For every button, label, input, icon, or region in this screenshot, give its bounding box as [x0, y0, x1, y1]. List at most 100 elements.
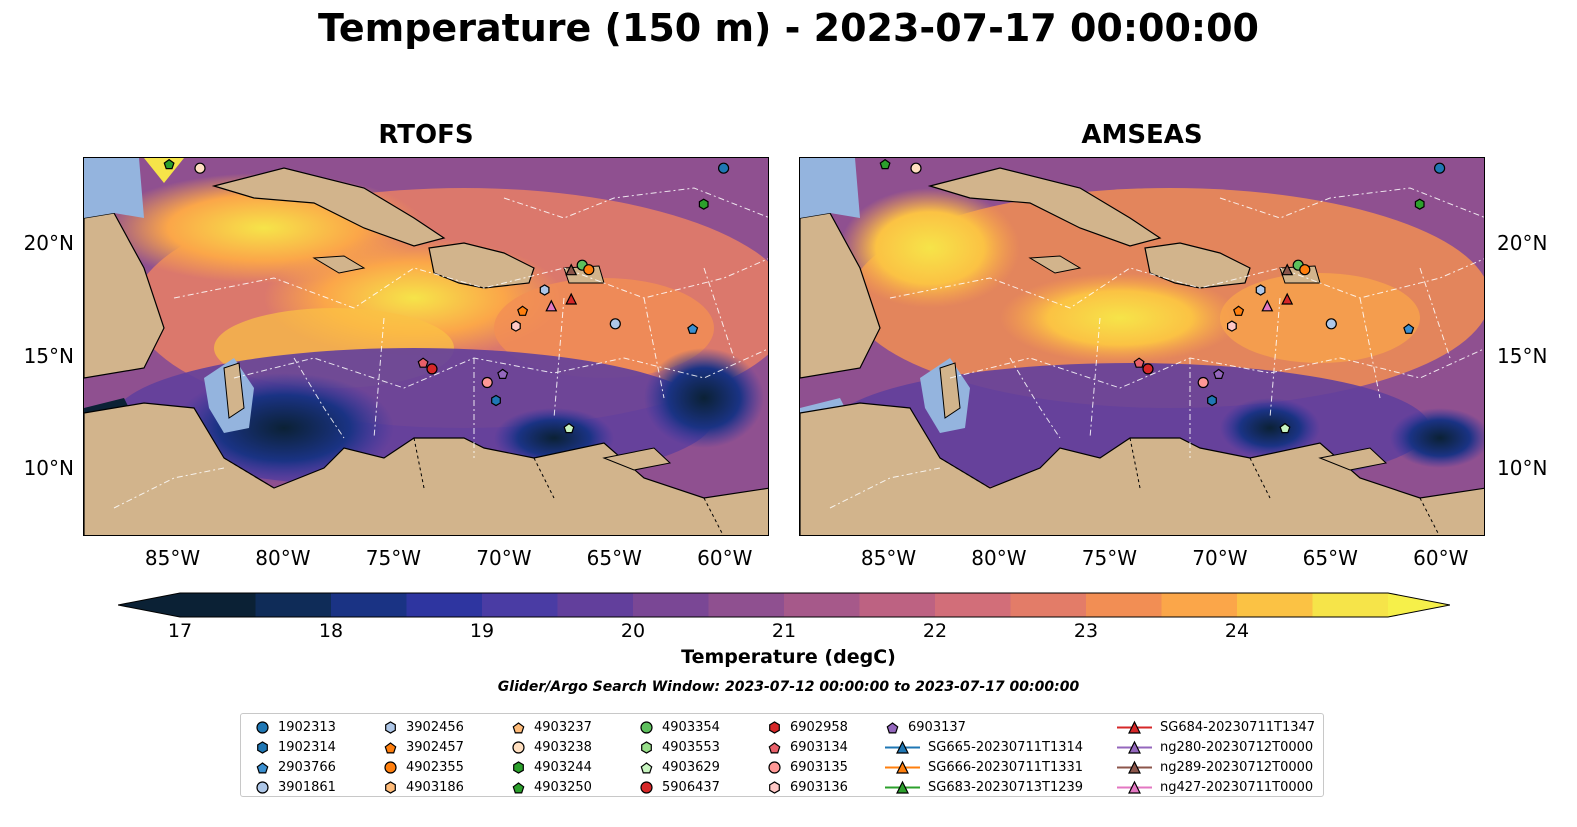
observation-marker[interactable]	[1233, 305, 1245, 316]
observation-marker[interactable]	[1403, 323, 1415, 334]
pentagon-marker-icon	[511, 720, 534, 735]
observation-marker[interactable]	[1133, 357, 1145, 368]
legend-column: 3902456 3902457 4902355 4903186	[383, 717, 464, 797]
legend-item-label: 4903629	[662, 759, 720, 775]
triangle-marker-icon	[1117, 760, 1160, 775]
legend-item: 4903553	[639, 737, 720, 757]
observation-marker[interactable]	[426, 363, 438, 375]
observation-marker[interactable]	[539, 284, 550, 296]
legend-item-label: SG666-20230711T1331	[928, 759, 1084, 775]
figure-title: Temperature (150 m) - 2023-07-17 00:00:0…	[317, 6, 1259, 50]
observation-marker[interactable]	[1213, 368, 1225, 379]
observation-marker[interactable]	[1325, 318, 1337, 330]
observation-marker[interactable]	[1299, 264, 1311, 276]
observation-marker[interactable]	[194, 162, 206, 174]
observation-marker[interactable]	[497, 368, 509, 379]
observation-marker[interactable]	[417, 357, 429, 368]
observation-marker[interactable]	[510, 320, 521, 332]
observation-marker[interactable]	[1261, 299, 1274, 312]
triangle-marker-icon	[1117, 740, 1160, 755]
observation-marker[interactable]	[1226, 320, 1237, 332]
observation-marker[interactable]	[563, 422, 575, 434]
observation-marker[interactable]	[1207, 394, 1217, 407]
legend-item: 4903354	[639, 717, 720, 737]
legend-item-label: 4903354	[662, 719, 720, 735]
legend-item: 6903136	[767, 777, 848, 797]
observation-marker[interactable]	[565, 263, 578, 276]
observation-marker[interactable]	[565, 292, 578, 305]
circle-marker-icon	[255, 780, 278, 795]
circle-marker-icon	[255, 720, 278, 735]
legend-item-label: 3902457	[406, 739, 464, 755]
pentagon-marker-icon	[639, 760, 662, 775]
observation-marker[interactable]	[687, 323, 699, 334]
colorbar-tick-label: 17	[167, 620, 193, 642]
lon-tick-label: 85°W	[144, 546, 201, 570]
observation-marker[interactable]	[910, 162, 922, 174]
legend-item: 4903629	[639, 757, 720, 777]
hexagon-marker-icon	[383, 720, 406, 735]
observation-marker[interactable]	[1281, 263, 1294, 276]
observation-marker[interactable]	[1433, 162, 1446, 174]
observation-marker[interactable]	[491, 394, 501, 407]
legend-column: 4903354 4903553 4903629 5906437	[639, 717, 720, 797]
rtofs-map[interactable]	[83, 157, 769, 536]
legend-item-label: 4903237	[534, 719, 592, 735]
observation-marker[interactable]	[517, 305, 529, 316]
amseas-map[interactable]	[799, 157, 1485, 536]
legend-item-label: ng280-20230712T0000	[1160, 739, 1314, 755]
legend-item-label: SG683-20230713T1239	[928, 779, 1084, 795]
legend-item-label: 3902456	[406, 719, 464, 735]
legend-item: 4903186	[383, 777, 464, 797]
lon-tick-label: 70°W	[476, 546, 532, 570]
legend-item-label: 6903135	[790, 759, 848, 775]
circle-marker-icon	[639, 780, 662, 795]
amseas-map-canvas	[800, 158, 1484, 535]
observation-marker[interactable]	[698, 198, 709, 210]
observation-marker[interactable]	[583, 264, 595, 276]
observation-marker[interactable]	[1279, 422, 1291, 434]
observation-marker[interactable]	[1197, 376, 1209, 389]
observation-marker[interactable]	[545, 299, 558, 312]
colorbar-tick-label: 24	[1224, 620, 1250, 642]
observation-marker[interactable]	[163, 158, 175, 170]
observation-marker[interactable]	[481, 376, 493, 389]
legend-item-label: 4903553	[662, 739, 720, 755]
legend-column: 4903237 4903238 4903244 4903250	[511, 717, 592, 797]
colorbar	[117, 588, 1451, 622]
legend-item: 1902313	[255, 717, 336, 737]
legend-column: 1902313 1902314 2903766 3901861	[255, 717, 336, 797]
legend-item: 1902314	[255, 737, 336, 757]
legend: 1902313 1902314 2903766 3901861 3902456 39024…	[240, 713, 1324, 797]
circle-marker-icon	[383, 760, 406, 775]
pentagon-marker-icon	[383, 740, 406, 755]
legend-item: SG683-20230713T1239	[885, 777, 1083, 797]
observation-marker[interactable]	[1142, 363, 1154, 375]
legend-item-label: 6903134	[790, 739, 848, 755]
legend-item-label: 4903244	[534, 759, 592, 775]
observation-marker[interactable]	[609, 318, 621, 330]
colorbar-tick-label: 21	[771, 620, 797, 642]
observation-marker[interactable]	[1414, 198, 1425, 210]
circle-marker-icon	[639, 720, 662, 735]
rtofs-panel-title: RTOFS	[378, 120, 474, 150]
legend-item: 6902958	[767, 717, 848, 737]
lat-tick-label: 20°N	[23, 230, 74, 255]
lon-tick-label: 75°W	[365, 546, 421, 570]
colorbar-tick-label: 23	[1073, 620, 1099, 642]
legend-item: SG684-20230711T1347	[1117, 717, 1315, 737]
legend-item-label: 4903186	[406, 779, 464, 795]
lon-tick-label: 65°W	[1302, 546, 1358, 570]
circle-marker-icon	[511, 740, 534, 755]
circle-marker-icon	[767, 760, 790, 775]
observation-marker[interactable]	[717, 162, 730, 174]
observation-marker[interactable]	[1255, 284, 1266, 296]
hexagon-marker-icon	[511, 760, 534, 775]
observation-marker[interactable]	[879, 158, 891, 170]
rtofs-map-canvas	[84, 158, 768, 535]
legend-item-label: ng427-20230711T0000	[1160, 779, 1314, 795]
legend-item-label: 4903238	[534, 739, 592, 755]
legend-item-label: SG665-20230711T1314	[928, 739, 1084, 755]
observation-marker[interactable]	[1281, 292, 1294, 305]
triangle-marker-icon	[885, 760, 928, 775]
